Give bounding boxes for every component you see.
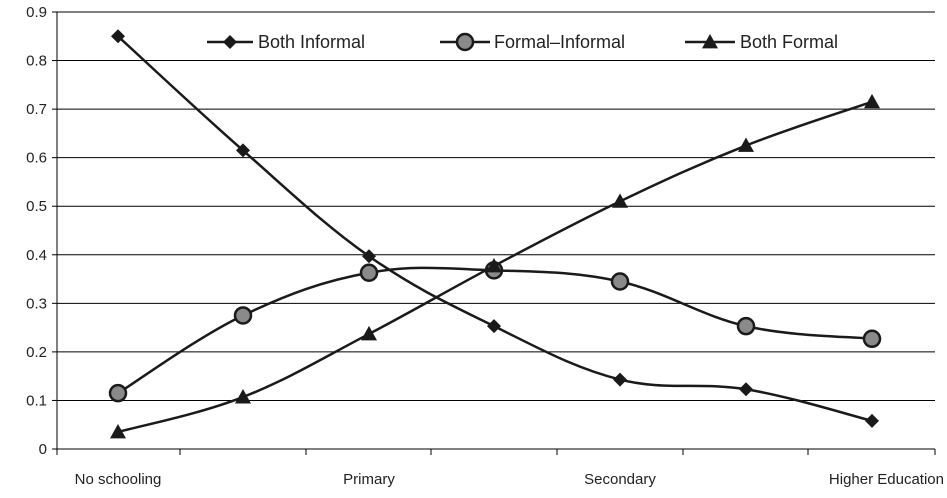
y-tick-label: 0.8 xyxy=(26,53,47,70)
y-tick-label: 0.9 xyxy=(26,4,47,21)
legend-marker-formal-informal xyxy=(455,32,475,52)
x-tick-label: Secondary xyxy=(584,471,656,488)
data-point-formal-informal xyxy=(108,383,128,403)
data-point-both-formal xyxy=(235,389,251,404)
y-tick-label: 0 xyxy=(39,441,47,458)
x-tick-label: No schooling xyxy=(75,471,162,488)
legend-label-formal-informal: Formal–Informal xyxy=(494,32,625,52)
data-point-both-informal xyxy=(865,413,879,428)
data-point-formal-informal xyxy=(862,329,882,349)
y-tick-label: 0.7 xyxy=(26,101,47,118)
x-tick-label: Primary xyxy=(343,471,395,488)
data-point-both-formal xyxy=(738,137,754,152)
data-point-both-formal xyxy=(486,257,502,273)
data-point-both-formal xyxy=(110,424,126,439)
y-tick-label: 0.3 xyxy=(26,295,47,312)
legend-label-both-formal: Both Formal xyxy=(740,32,838,52)
data-point-formal-informal xyxy=(610,272,630,291)
data-point-both-formal xyxy=(612,193,628,208)
data-point-formal-informal xyxy=(359,263,379,282)
data-point-both-informal xyxy=(739,382,753,397)
data-point-both-formal xyxy=(864,93,880,109)
data-point-both-informal xyxy=(362,249,376,264)
y-tick-label: 0.1 xyxy=(26,392,47,409)
y-tick-label: 0.4 xyxy=(26,247,47,264)
data-point-formal-informal xyxy=(736,316,756,336)
legend-marker-both-informal xyxy=(223,35,237,49)
data-point-both-informal xyxy=(487,319,501,334)
y-tick-label: 0.6 xyxy=(26,150,47,167)
data-point-both-formal xyxy=(361,325,377,341)
data-point-both-informal xyxy=(236,143,250,158)
y-tick-label: 0.2 xyxy=(26,344,47,361)
legend-label-both-informal: Both Informal xyxy=(258,32,365,52)
x-tick-label: Higher Education xyxy=(829,471,944,488)
series-line-both-informal xyxy=(117,35,873,423)
data-point-formal-informal xyxy=(233,306,253,325)
legend-marker-both-formal xyxy=(702,34,718,49)
data-point-both-informal xyxy=(111,29,125,44)
data-point-both-informal xyxy=(613,372,627,387)
y-tick-label: 0.5 xyxy=(26,198,47,215)
